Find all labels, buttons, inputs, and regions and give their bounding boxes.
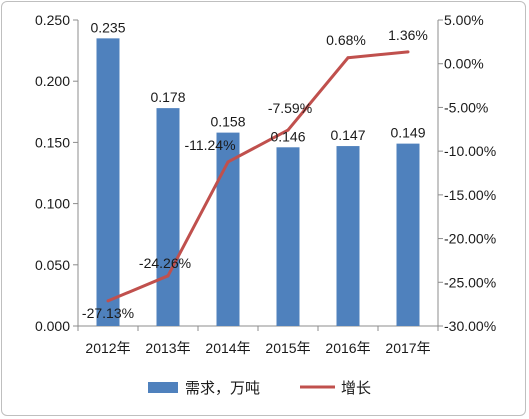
bar-series [96, 38, 420, 327]
x-axis-tick-label: 2017年 [385, 340, 430, 356]
bar-data-label: 0.146 [270, 128, 305, 144]
y-axis-right-tick-label: -25.00% [444, 274, 496, 290]
line-series [106, 50, 410, 303]
y-axis-left-tick-label: 0.250 [35, 12, 70, 28]
bar [336, 146, 360, 326]
legend-swatch-demand [148, 382, 178, 393]
x-axis-tick-label: 2014年 [205, 340, 250, 356]
y-axis-right-tick-label: -30.00% [444, 318, 496, 334]
bar-data-label: 0.178 [150, 89, 185, 105]
x-axis-tick-label: 2012年 [85, 340, 130, 356]
bar [276, 147, 300, 326]
line-data-label: 0.68% [326, 32, 366, 48]
y-axis-right-tick-label: 0.00% [444, 56, 484, 72]
bar [96, 38, 120, 327]
x-axis-tick-label: 2013年 [145, 340, 190, 356]
line-data-label: -24.26% [139, 255, 191, 271]
line-point [346, 56, 350, 60]
bar [396, 143, 420, 326]
line-data-label: -11.24% [184, 137, 235, 153]
line-data-label: -27.13% [82, 305, 134, 321]
x-axis-tick-label: 2015年 [265, 340, 310, 356]
line-point [226, 160, 230, 164]
bar [156, 108, 180, 327]
x-axis-tick-label: 2016年 [325, 340, 370, 356]
y-axis-right-tick-label: -20.00% [444, 231, 496, 247]
line-point [406, 50, 410, 54]
y-axis-right-tick-label: 5.00% [444, 12, 484, 28]
legend: 需求，万吨 增长 [148, 380, 371, 397]
bar-data-label: 0.158 [210, 114, 245, 130]
y-axis-left-tick-label: 0.200 [35, 73, 70, 89]
y-axis-right-tick-label: -15.00% [444, 187, 496, 203]
y-axis-right-tick-label: -5.00% [444, 99, 488, 115]
legend-label-growth: 增长 [341, 380, 371, 397]
y-axis-left-tick-label: 0.100 [35, 196, 70, 212]
bar-data-label: 0.147 [330, 127, 365, 143]
line-data-label: 1.36% [388, 27, 428, 43]
line-point [106, 299, 110, 303]
bar-data-label: 0.235 [90, 19, 125, 35]
line-point [166, 274, 170, 278]
y-axis-left-tick-label: 0.050 [35, 257, 70, 273]
y-axis-left-tick-label: 0.000 [35, 318, 70, 334]
line-data-label: -7.59% [268, 100, 312, 116]
y-axis-left-tick-label: 0.150 [35, 134, 70, 150]
legend-label-demand: 需求，万吨 [185, 380, 260, 397]
axes: 0.000 0.050 0.100 0.150 0.200 0.250 -30.00% -25… [35, 12, 496, 356]
data-labels: 0.235 0.178 0.158 0.146 0.147 0.149 -27.13% -24… [82, 19, 428, 321]
line-point [286, 128, 290, 132]
bar-data-label: 0.149 [390, 125, 425, 141]
bar [216, 132, 240, 326]
y-axis-right-tick-label: -10.00% [444, 143, 496, 159]
growth-line [107, 50, 409, 303]
